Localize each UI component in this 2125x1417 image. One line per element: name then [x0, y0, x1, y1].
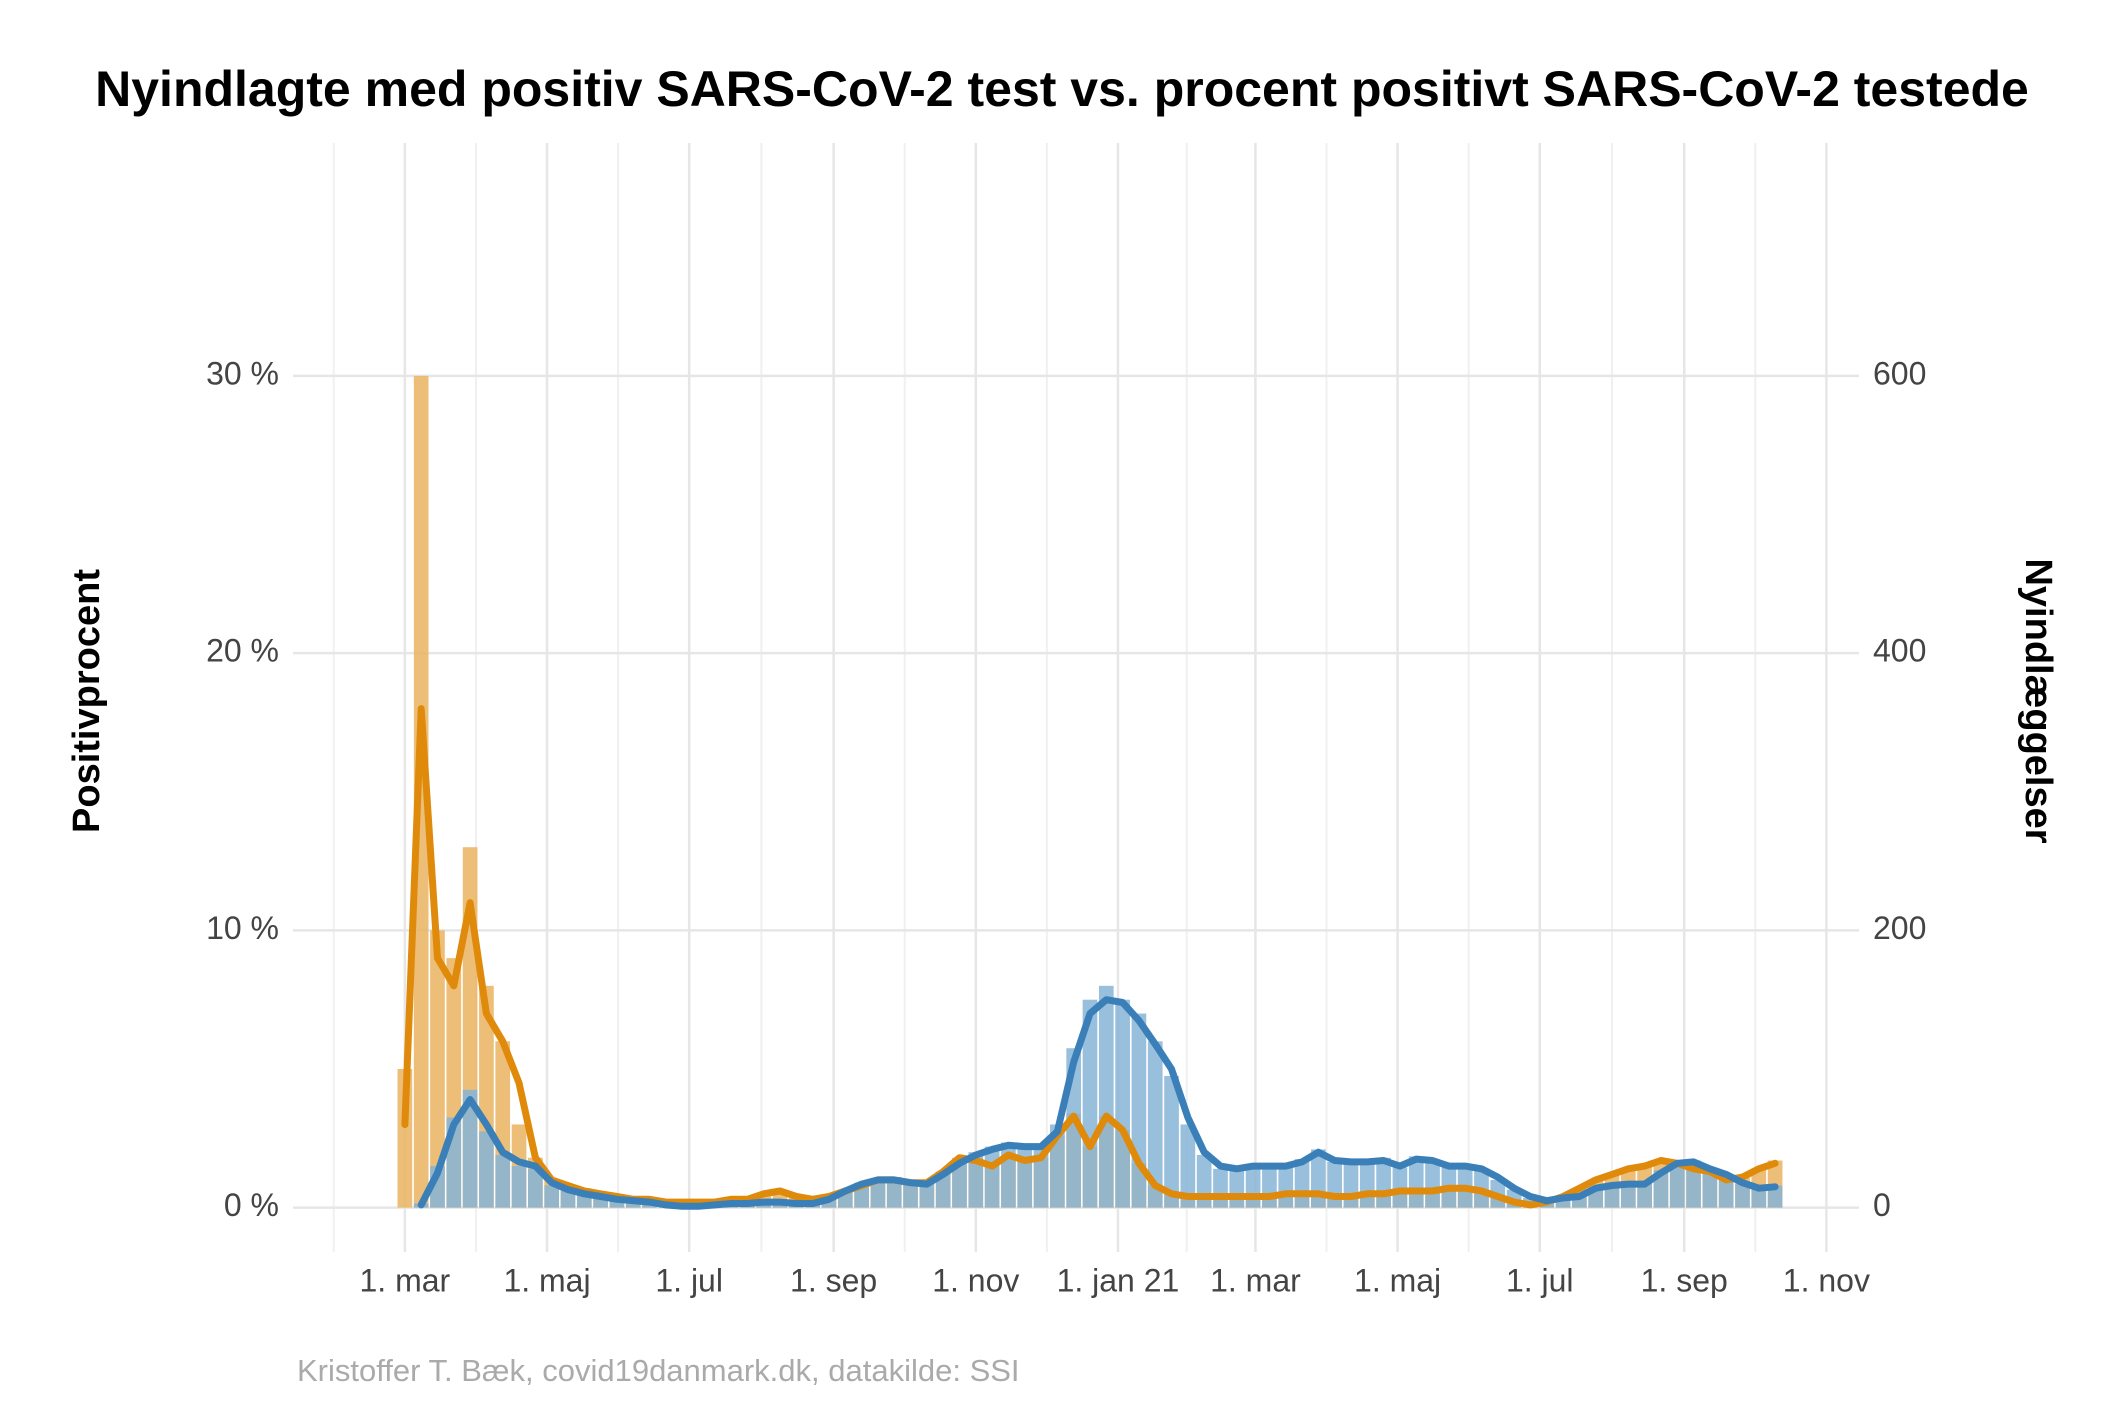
bar — [1017, 1145, 1033, 1208]
y-tick-label: 30 % — [206, 355, 279, 391]
bar — [984, 1146, 1000, 1208]
bar — [903, 1181, 918, 1208]
bar — [1604, 1184, 1620, 1208]
bar — [886, 1177, 902, 1208]
bar — [1115, 999, 1130, 1208]
y-tick-label: 0 % — [224, 1187, 279, 1223]
bar — [495, 1154, 511, 1208]
line — [417, 996, 1779, 1210]
bar — [1180, 1124, 1196, 1208]
x-tick-label: 1. nov — [932, 1262, 1019, 1298]
bar — [625, 1202, 641, 1208]
bar — [968, 1152, 984, 1208]
bar — [1620, 1182, 1636, 1208]
y2-tick-label: 200 — [1873, 910, 1926, 946]
bar — [593, 1197, 608, 1208]
bar — [952, 1159, 967, 1208]
bar — [1245, 1164, 1261, 1208]
bar — [576, 1195, 592, 1208]
bar — [430, 930, 445, 1208]
bar — [609, 1199, 625, 1208]
bar — [1555, 1196, 1571, 1208]
x-tick-label: 1. jul — [1506, 1262, 1574, 1298]
y-tick-label: 10 % — [206, 910, 279, 946]
bar — [1669, 1160, 1685, 1208]
bar — [528, 1168, 543, 1208]
bar — [1718, 1175, 1734, 1208]
bar — [1164, 1075, 1179, 1208]
x-tick-label: 1. sep — [790, 1262, 877, 1298]
x-tick-label: 1. jul — [655, 1262, 723, 1298]
bar — [1131, 1013, 1147, 1208]
bar — [544, 1185, 560, 1208]
x-tick-label: 1. nov — [1783, 1262, 1870, 1298]
bar — [462, 1089, 478, 1208]
bar — [1082, 999, 1098, 1208]
bar — [1343, 1160, 1359, 1208]
bar — [1229, 1170, 1245, 1208]
bar — [1751, 1189, 1767, 1208]
x-tick-label: 1. mar — [360, 1262, 451, 1298]
bar — [1408, 1156, 1424, 1208]
bar — [1735, 1184, 1750, 1208]
y2-tick-label: 400 — [1873, 633, 1926, 669]
x-tick-label: 1. maj — [503, 1262, 590, 1298]
x-tick-label: 1. sep — [1641, 1262, 1728, 1298]
y-tick-label: 20 % — [206, 633, 279, 669]
bar — [870, 1178, 886, 1208]
bar — [1637, 1182, 1652, 1208]
bar — [1425, 1161, 1440, 1208]
y2-tick-label: 600 — [1873, 355, 1926, 391]
bar — [560, 1191, 576, 1208]
y-axis-title: Positivprocent — [66, 569, 108, 833]
bar — [1702, 1167, 1718, 1208]
bar — [1359, 1163, 1375, 1208]
bar — [479, 1131, 494, 1208]
bar — [1767, 1185, 1783, 1208]
bar — [1213, 1168, 1228, 1208]
bar — [1098, 985, 1114, 1208]
x-tick-label: 1. maj — [1354, 1262, 1441, 1298]
bar — [1278, 1164, 1294, 1208]
caption: Kristoffer T. Bæk, covid19danmark.dk, da… — [297, 1353, 1020, 1388]
x-tick-label: 1. jan 21 — [1057, 1262, 1180, 1298]
bar — [1147, 1041, 1163, 1208]
bar — [919, 1182, 935, 1208]
bar — [511, 1166, 527, 1208]
chart-title: Nyindlagte med positiv SARS-CoV-2 test v… — [95, 61, 2029, 117]
bar — [1262, 1167, 1277, 1208]
y2-tick-label: 0 — [1873, 1187, 1891, 1223]
x-tick-label: 1. mar — [1210, 1262, 1301, 1298]
bar — [1327, 1161, 1343, 1208]
y2-axis-title: Nyindlæggelser — [2017, 558, 2059, 843]
